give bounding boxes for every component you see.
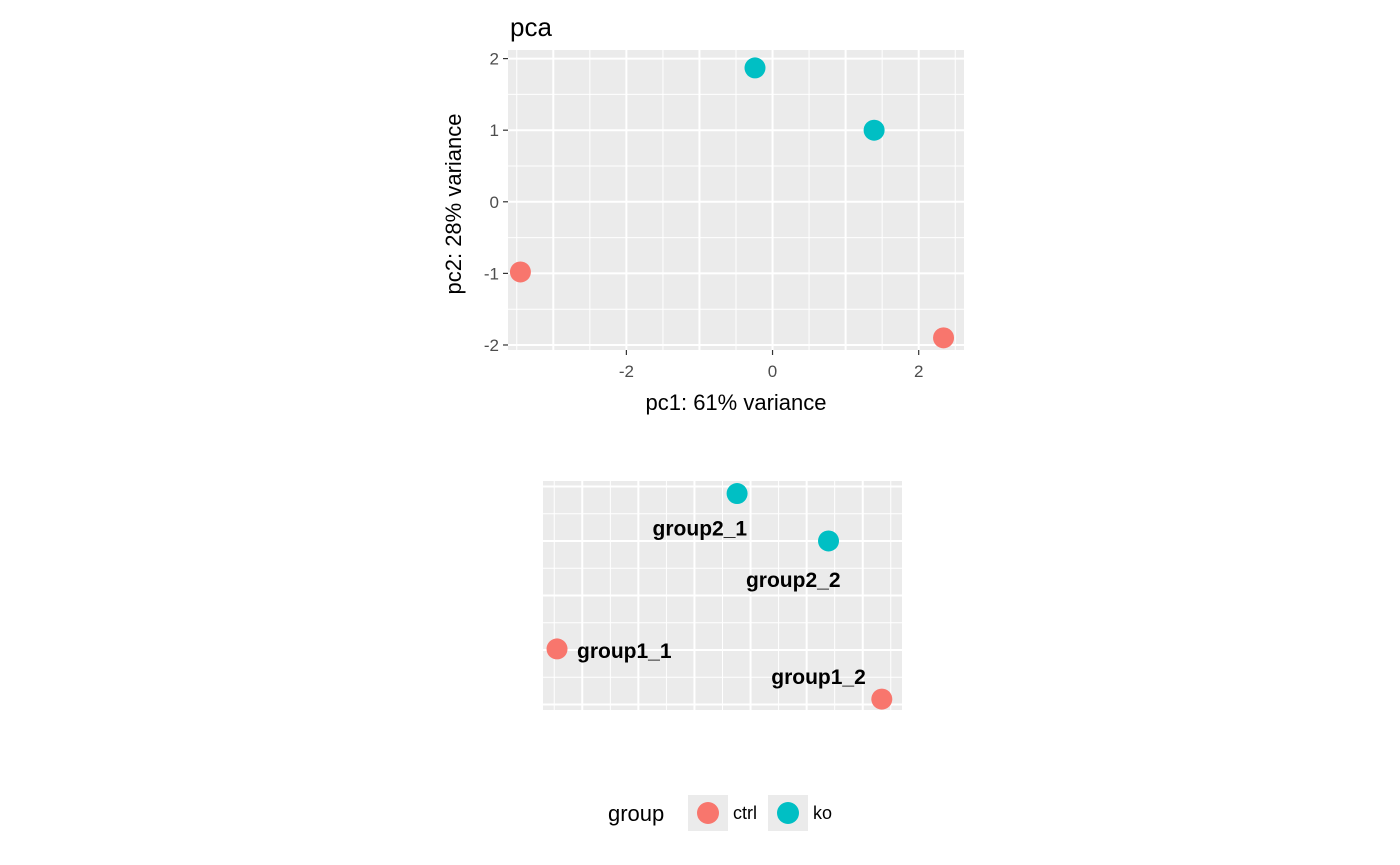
pca-plot: pca -2 0 2 -2 -1 0 1 2 pc1: 61% variance pc2: 2… [441, 12, 964, 415]
axes: -2 0 2 -2 -1 0 1 2 [484, 50, 924, 381]
x-tick-label: 0 [768, 362, 777, 381]
data-points [509, 57, 955, 349]
data-point-ko [744, 57, 766, 79]
grid-lines [543, 481, 902, 710]
x-tick-label: 2 [914, 362, 923, 381]
plot-title: pca [510, 12, 552, 42]
legend-label-ko: ko [813, 803, 832, 823]
data-point-ctrl [871, 688, 893, 710]
point-label: group1_2 [771, 666, 866, 689]
grid-lines [508, 50, 964, 350]
y-tick-label: -2 [484, 336, 499, 355]
data-point-ctrl [546, 638, 568, 660]
y-tick-label: 1 [490, 121, 499, 140]
y-tick-label: -1 [484, 264, 499, 283]
data-point-ko [863, 119, 885, 141]
point-label: group1_1 [577, 640, 672, 663]
legend-label-ctrl: ctrl [733, 803, 757, 823]
point-label: group2_1 [653, 518, 748, 541]
x-tick-label: -2 [619, 362, 634, 381]
y-tick-label: 2 [490, 50, 499, 69]
data-point-ko [818, 530, 840, 552]
y-axis-label: pc2: 28% variance [441, 114, 466, 295]
legend-swatch-ctrl [697, 802, 719, 824]
point-label: group2_2 [746, 569, 841, 592]
y-tick-label: 0 [490, 193, 499, 212]
data-points [546, 483, 893, 710]
point-labels: group1_1 group1_2 group2_1 group2_2 [577, 518, 866, 690]
legend: group ctrl ko [608, 795, 832, 831]
legend-title: group [608, 801, 664, 826]
data-point-ctrl [509, 261, 531, 283]
data-point-ko [726, 483, 748, 505]
labeled-scatter-plot: group1_1 group1_2 group2_1 group2_2 [543, 481, 902, 710]
x-axis-label: pc1: 61% variance [646, 390, 827, 415]
data-point-ctrl [933, 327, 955, 349]
legend-swatch-ko [777, 802, 799, 824]
